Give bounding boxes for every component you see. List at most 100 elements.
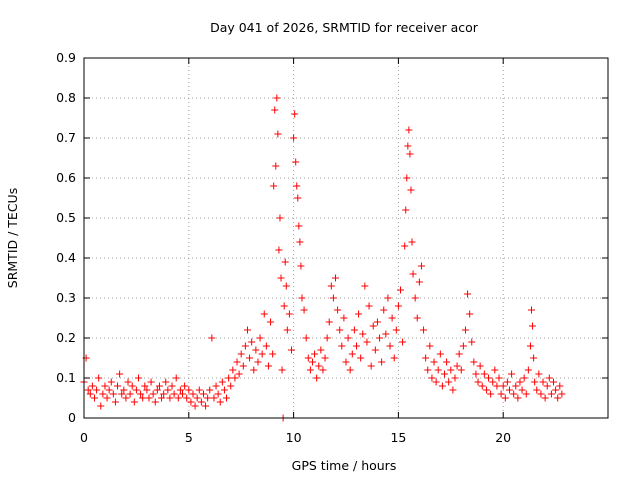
data-point xyxy=(176,386,184,394)
data-point xyxy=(350,326,358,334)
data-point xyxy=(313,374,321,382)
data-point xyxy=(505,386,513,394)
data-point xyxy=(489,378,497,386)
data-point xyxy=(130,398,138,406)
data-point xyxy=(134,374,142,382)
data-point xyxy=(218,378,226,386)
data-point xyxy=(160,390,168,398)
data-point xyxy=(430,358,438,366)
data-point xyxy=(296,238,304,246)
data-point xyxy=(216,398,224,406)
data-point xyxy=(225,374,233,382)
data-point xyxy=(432,378,440,386)
data-point xyxy=(457,366,465,374)
data-point xyxy=(497,390,505,398)
data-point xyxy=(291,110,299,118)
data-point xyxy=(126,390,134,398)
y-tick-label: 0 xyxy=(68,410,76,425)
data-point xyxy=(445,378,453,386)
data-point xyxy=(128,382,136,390)
data-point xyxy=(369,322,377,330)
data-point xyxy=(415,278,423,286)
data-point xyxy=(336,326,344,334)
data-point xyxy=(86,390,94,398)
data-point xyxy=(438,382,446,390)
data-point xyxy=(295,222,303,230)
data-point xyxy=(495,374,503,382)
data-point xyxy=(386,342,394,350)
data-point xyxy=(283,326,291,334)
y-tick-label: 0.6 xyxy=(56,170,76,185)
data-point xyxy=(406,150,414,158)
data-point xyxy=(191,402,199,410)
data-points xyxy=(80,94,566,422)
x-tick-label: 5 xyxy=(185,430,193,445)
data-point xyxy=(204,394,212,402)
data-point xyxy=(443,358,451,366)
data-point xyxy=(237,350,245,358)
data-point xyxy=(172,374,180,382)
data-point xyxy=(243,326,251,334)
data-point xyxy=(363,338,371,346)
data-point xyxy=(114,382,122,390)
data-point xyxy=(212,382,220,390)
data-point xyxy=(170,390,178,398)
data-point xyxy=(474,378,482,386)
y-tick-label: 0.3 xyxy=(56,290,76,305)
data-point xyxy=(274,130,282,138)
data-point xyxy=(317,346,325,354)
data-point xyxy=(547,390,555,398)
data-point xyxy=(269,350,277,358)
data-point xyxy=(340,314,348,322)
data-point xyxy=(210,394,218,402)
data-point xyxy=(277,274,285,282)
data-point xyxy=(264,362,272,370)
data-point xyxy=(403,174,411,182)
data-point xyxy=(241,342,249,350)
data-point xyxy=(499,382,507,390)
data-point xyxy=(260,310,268,318)
data-point xyxy=(183,394,191,402)
data-point xyxy=(441,370,449,378)
data-point xyxy=(122,394,130,402)
data-point xyxy=(447,366,455,374)
data-point xyxy=(334,306,342,314)
data-point xyxy=(394,302,402,310)
data-point xyxy=(297,262,305,270)
data-point xyxy=(409,270,417,278)
data-point xyxy=(254,358,262,366)
data-point xyxy=(298,294,306,302)
data-point xyxy=(101,382,109,390)
data-point xyxy=(552,386,560,394)
data-point xyxy=(468,338,476,346)
y-tick-label: 0.1 xyxy=(56,370,76,385)
data-point xyxy=(522,390,530,398)
data-point xyxy=(139,394,147,402)
data-point xyxy=(476,362,484,370)
data-point xyxy=(258,350,266,358)
data-point xyxy=(262,342,270,350)
data-point xyxy=(420,326,428,334)
data-point xyxy=(367,362,375,370)
data-point xyxy=(361,282,369,290)
data-point xyxy=(380,306,388,314)
data-point xyxy=(300,306,308,314)
data-point xyxy=(550,378,558,386)
data-point xyxy=(357,354,365,362)
data-point xyxy=(294,194,302,202)
data-point xyxy=(321,354,329,362)
data-point xyxy=(470,358,478,366)
data-point xyxy=(384,294,392,302)
data-point xyxy=(95,374,103,382)
data-point xyxy=(248,338,256,346)
data-point xyxy=(227,382,235,390)
data-point xyxy=(426,342,434,350)
data-point xyxy=(143,386,151,394)
data-point xyxy=(508,370,516,378)
data-point xyxy=(365,302,373,310)
data-point xyxy=(453,362,461,370)
data-point xyxy=(512,382,520,390)
x-axis-label: GPS time / hours xyxy=(292,458,397,473)
data-point xyxy=(90,394,98,402)
data-point xyxy=(329,294,337,302)
